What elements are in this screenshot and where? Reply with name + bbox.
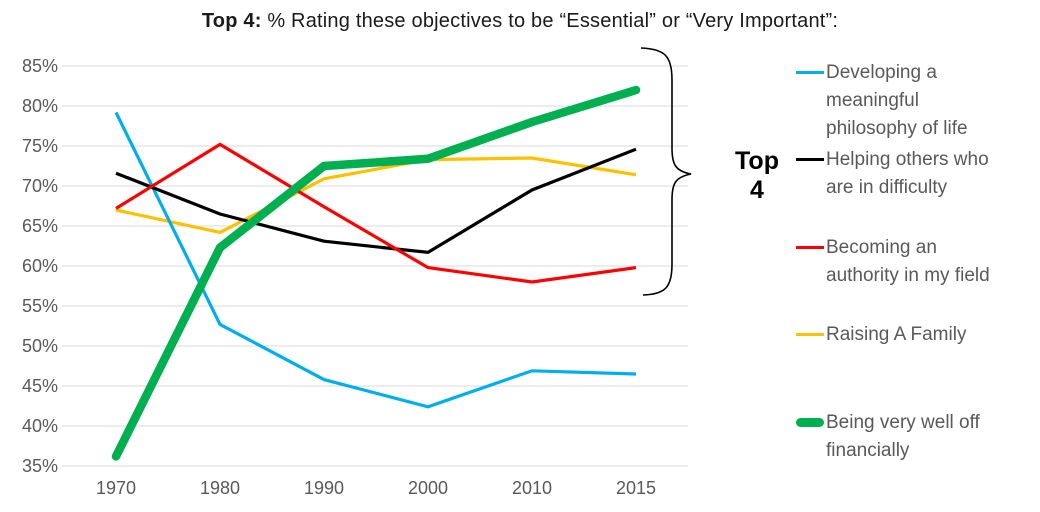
y-tick-label: 40% [21,416,58,436]
top4-annotation: Top 4 [721,147,793,205]
series-line-being-very-well-off-financially [111,85,641,461]
legend-label-line: Becoming an [826,237,937,258]
legend-swatch [796,158,824,161]
series-lines [111,85,641,461]
legend-label-line: are in difficulty [826,177,948,198]
legend-label-line: Raising A Family [826,324,967,345]
top4-annotation-line: 4 [750,176,764,204]
y-tick-label: 35% [21,456,58,476]
legend-label-line: philosophy of life [826,118,968,139]
legend-item: Raising A Family [796,321,966,349]
legend-label-line: Helping others who [826,149,989,170]
gridlines [62,65,688,467]
legend-swatch [796,418,824,427]
series-line-becoming-an-authority-in-my-field [115,142,637,284]
legend-label-line: meaningful [826,90,919,111]
chart-title: Top 4: % Rating these objectives to be “… [0,10,1040,33]
series-line-developing-a-meaningful-philosophy-of-life [114,111,637,409]
series-line-raising-a-family [115,156,637,235]
x-tick-label: 1980 [199,478,241,498]
x-tick-label: 1990 [303,478,345,498]
legend-label-line: authority in my field [826,265,990,286]
legend-label: Being very well off financially [826,409,980,465]
legend-swatch [796,246,824,249]
legend-item: Being very well off financially [796,409,980,465]
x-tick-label: 1970 [95,478,137,498]
x-tick-label: 2000 [407,478,449,498]
y-tick-label: 50% [21,336,58,356]
y-tick-label: 80% [21,96,58,116]
legend-label: Developing a meaningful philosophy of life [826,59,968,143]
x-tick-label: 2010 [511,478,553,498]
legend-label-line: financially [826,440,910,461]
chart-title-rest: % Rating these objectives to be “Essenti… [261,10,839,32]
top4-brace-shape [640,47,692,296]
legend-item: Becoming an authority in my field [796,234,990,290]
legend-label-line: Developing a [826,62,937,83]
legend-item: Helping others who are in difficulty [796,146,989,202]
y-tick-label: 55% [21,296,58,316]
y-tick-label: 65% [21,216,58,236]
legend-label: Helping others who are in difficulty [826,146,989,202]
legend-label-line: Being very well off [826,412,980,433]
y-tick-label: 75% [21,136,58,156]
y-tick-label: 45% [21,376,58,396]
x-tick-label: 2015 [615,478,657,498]
y-tick-label: 85% [21,56,58,76]
legend-swatch [796,333,824,336]
top4-annotation-line: Top [735,147,779,175]
y-tick-label: 70% [21,176,58,196]
legend-swatch [796,71,824,74]
y-tick-label: 60% [21,256,58,276]
series-line-helping-others-who-are-in-difficulty [115,147,637,255]
chart-title-bold: Top 4: [201,10,262,32]
legend-item: Developing a meaningful philosophy of life [796,59,968,143]
legend-label: Raising A Family [826,321,966,349]
legend-label: Becoming an authority in my field [826,234,990,290]
